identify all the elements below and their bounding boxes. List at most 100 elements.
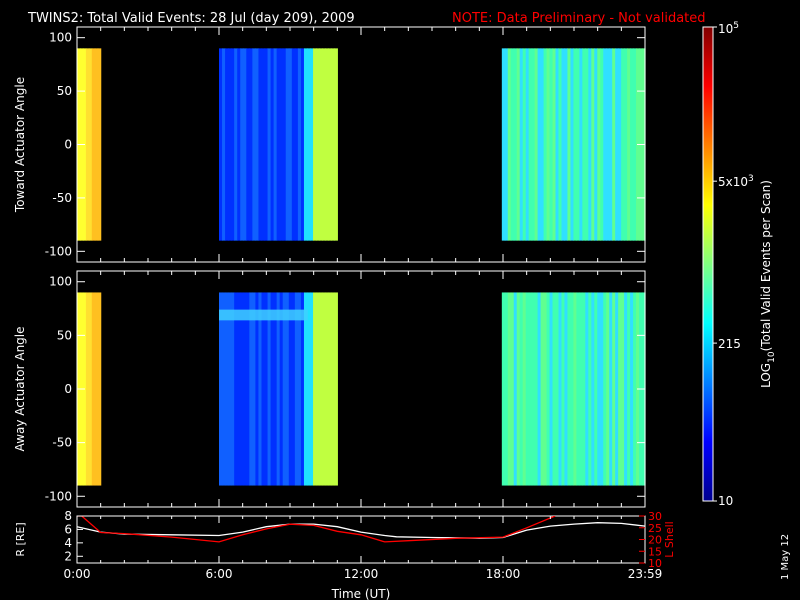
heatmap-cell xyxy=(313,48,317,241)
heatmap-cell xyxy=(273,48,278,241)
colorbar-bar xyxy=(702,26,714,502)
heatmap-cell xyxy=(252,292,257,486)
heatmap-cell xyxy=(579,292,583,486)
x-tick-label: 12:00 xyxy=(344,567,379,581)
heatmap-cell xyxy=(504,292,509,486)
heatmap-cell xyxy=(261,292,266,486)
heatmap-cell xyxy=(540,48,545,241)
heatmap-cell xyxy=(228,48,232,241)
heatmap-cell xyxy=(507,48,512,241)
heatmap-cell xyxy=(85,292,90,486)
heatmap-cell xyxy=(85,48,90,241)
heatmap-cell xyxy=(243,48,247,241)
heatmap-cell xyxy=(231,48,235,241)
preliminary-note: NOTE: Data Preliminary - Not validated xyxy=(452,11,706,26)
y-tick-label-right: 15 xyxy=(648,545,662,558)
heatmap-cell xyxy=(219,292,223,486)
heatmap-cell xyxy=(564,292,569,486)
heatmap-cell xyxy=(525,292,530,486)
heatmap-cell xyxy=(328,292,332,486)
heatmap-cell xyxy=(612,48,616,241)
heatmap-cell xyxy=(603,48,607,241)
heatmap-cell xyxy=(573,292,577,486)
y-tick-label: 4 xyxy=(64,536,72,550)
l-shell-series-line xyxy=(77,516,556,543)
heatmap-cell xyxy=(288,48,293,241)
y-tick-label-right: 25 xyxy=(648,522,662,535)
heatmap-cell xyxy=(510,292,515,486)
heatmap-cell xyxy=(621,292,625,486)
heatmap-cell xyxy=(285,48,290,241)
heatmap-cell xyxy=(310,48,314,241)
heatmap-cell xyxy=(609,292,613,486)
heatmap-cell xyxy=(633,48,637,241)
y-tick-label-right: 10 xyxy=(648,557,662,570)
heatmap-cell xyxy=(331,292,335,486)
heatmap-cell xyxy=(267,292,272,486)
heatmap-cell xyxy=(633,292,637,486)
heatmap-cell xyxy=(513,48,518,241)
heatmap-cell xyxy=(94,292,99,486)
heatmap-cell xyxy=(249,292,253,486)
x-tick-label: 23:59 xyxy=(628,567,663,581)
heatmap-cell xyxy=(319,48,323,241)
y-tick-label: 0 xyxy=(64,138,72,152)
heatmap-cell xyxy=(522,292,527,486)
heatmap-cell xyxy=(531,292,536,486)
heatmap-cell xyxy=(94,48,99,241)
heatmap-cell xyxy=(570,48,575,241)
heatmap-cell xyxy=(549,292,554,486)
x-tick-label: 18:00 xyxy=(486,567,521,581)
heatmap-cell xyxy=(516,292,521,486)
heatmap-cell xyxy=(510,48,515,241)
heatmap-cell xyxy=(546,292,551,486)
heatmap-cell xyxy=(222,292,226,486)
heatmap-cell xyxy=(570,292,575,486)
heatmap-cell xyxy=(316,292,320,486)
heatmap-cell xyxy=(501,48,506,241)
heatmap-cell xyxy=(525,48,530,241)
heatmap-cell xyxy=(231,292,235,486)
heatmap-cell xyxy=(567,48,572,241)
heatmap-cell xyxy=(501,292,506,486)
heatmap-cell xyxy=(522,48,527,241)
y-tick-label-right: 30 xyxy=(648,510,662,523)
y-axis-label-right: L Shell xyxy=(663,521,676,557)
heatmap-cell xyxy=(567,292,572,486)
r-series-line xyxy=(77,522,645,539)
heatmap-cell xyxy=(240,48,244,241)
heatmap-segment xyxy=(501,292,646,486)
colorbar-tick-label: 10 xyxy=(718,494,733,508)
heatmap-cell xyxy=(300,48,305,241)
x-tick-label: 6:00 xyxy=(206,567,233,581)
heatmap-cell xyxy=(585,48,589,241)
heatmap-segment xyxy=(501,48,646,241)
heatmap-cell xyxy=(303,48,308,241)
figure-title: TWINS2: Total Valid Events: 28 Jul (day … xyxy=(27,11,355,26)
heatmap-cell xyxy=(331,48,335,241)
heatmap-cell xyxy=(222,48,226,241)
heatmap-cell xyxy=(516,48,521,241)
heatmap-band xyxy=(219,309,308,321)
heatmap-cell xyxy=(255,292,260,486)
heatmap-cell xyxy=(294,48,299,241)
heatmap-cell xyxy=(249,48,253,241)
heatmap-cell xyxy=(591,48,595,241)
heatmap-cell xyxy=(255,48,260,241)
y-tick-label: 6 xyxy=(64,522,72,536)
heatmap-cell xyxy=(552,292,557,486)
heatmap-cell xyxy=(576,48,580,241)
heatmap-cell xyxy=(576,292,580,486)
heatmap-cell xyxy=(276,48,281,241)
heatmap-cell xyxy=(603,292,607,486)
heatmap-cell xyxy=(531,48,536,241)
y-tick-label: -100 xyxy=(45,489,72,503)
heatmap-cell xyxy=(618,48,622,241)
heatmap-cell xyxy=(270,48,275,241)
heatmap-cell xyxy=(594,48,598,241)
heatmap-cell xyxy=(615,48,619,241)
y-axis-label: Toward Actuator Angle xyxy=(13,77,27,213)
heatmap-cell xyxy=(219,48,223,241)
heatmap-cell xyxy=(240,292,244,486)
